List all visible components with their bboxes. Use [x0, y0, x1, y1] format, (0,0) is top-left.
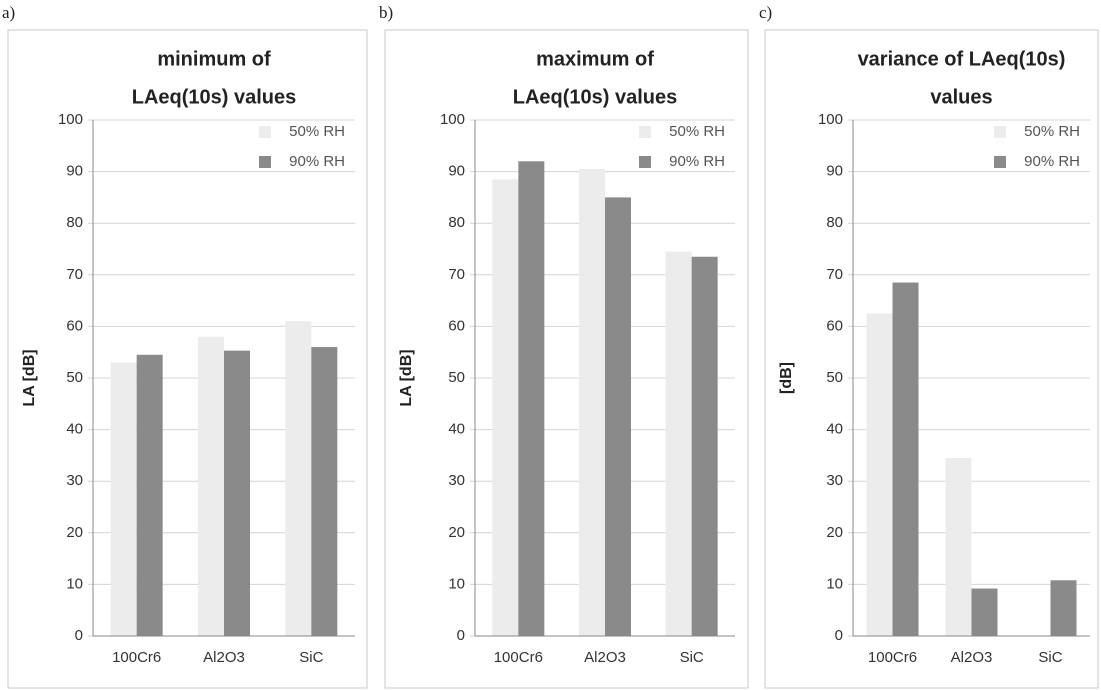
y-tick-label: 10	[448, 575, 465, 592]
legend-label: 90% RH	[289, 153, 345, 170]
y-tick-label: 0	[75, 627, 83, 644]
y-tick-label: 80	[66, 214, 83, 231]
chart-title: values	[930, 86, 992, 108]
bar	[198, 336, 224, 636]
bar	[892, 282, 919, 636]
y-tick-label: 80	[826, 214, 843, 231]
y-tick-label: 100	[58, 111, 83, 128]
y-tick-label: 40	[66, 421, 83, 438]
y-tick-label: 70	[66, 266, 83, 283]
chart-title: LAeq(10s) values	[513, 86, 678, 108]
panel-frame	[764, 29, 1099, 689]
y-axis-label: LA [dB]	[21, 349, 38, 406]
legend-swatch	[639, 156, 651, 168]
panel-frame	[7, 29, 368, 689]
bar	[579, 169, 605, 636]
y-tick-label: 100	[440, 111, 465, 128]
y-tick-label: 10	[66, 575, 83, 592]
y-tick-label: 40	[448, 421, 465, 438]
panel-label: a)	[2, 3, 15, 22]
x-tick-label: Al2O3	[203, 649, 245, 666]
y-tick-label: 20	[826, 524, 843, 541]
bar	[285, 321, 312, 636]
legend-swatch	[259, 156, 271, 168]
legend-label: 50% RH	[289, 123, 345, 140]
y-tick-label: 40	[826, 421, 843, 438]
y-tick-label: 70	[448, 266, 465, 283]
bar	[665, 251, 692, 636]
y-tick-label: 90	[66, 163, 83, 180]
y-tick-label: 60	[448, 317, 465, 334]
bar	[691, 256, 718, 636]
y-tick-label: 20	[448, 524, 465, 541]
panel-frame	[384, 29, 749, 689]
y-tick-label: 50	[448, 369, 465, 386]
bar	[971, 588, 998, 636]
chart-title: minimum of	[157, 48, 271, 70]
x-tick-label: 100Cr6	[112, 649, 161, 666]
chart-title: variance of LAeq(10s)	[858, 48, 1066, 70]
bar	[1050, 580, 1077, 636]
bar	[110, 362, 137, 636]
y-tick-label: 30	[448, 472, 465, 489]
bar	[945, 457, 972, 636]
y-tick-label: 30	[66, 472, 83, 489]
x-tick-label: 100Cr6	[494, 649, 543, 666]
y-axis-label: [dB]	[778, 362, 795, 394]
legend-swatch	[259, 126, 271, 138]
y-tick-label: 60	[66, 317, 83, 334]
x-tick-label: Al2O3	[951, 649, 993, 666]
y-tick-label: 80	[448, 214, 465, 231]
bar	[224, 350, 250, 636]
bar	[866, 313, 893, 636]
bar	[136, 354, 163, 636]
y-tick-label: 90	[826, 163, 843, 180]
y-tick-label: 100	[818, 111, 843, 128]
chart-title: maximum of	[536, 48, 654, 70]
legend-swatch	[639, 126, 651, 138]
x-tick-label: SiC	[299, 649, 323, 666]
bar	[311, 347, 338, 636]
x-tick-label: Al2O3	[584, 649, 626, 666]
panel-label: b)	[379, 3, 393, 22]
bar	[605, 197, 631, 636]
panel-label: c)	[759, 3, 772, 22]
chart-title: LAeq(10s) values	[132, 86, 297, 108]
y-tick-label: 10	[826, 575, 843, 592]
y-tick-label: 90	[448, 163, 465, 180]
legend-label: 90% RH	[1024, 153, 1080, 170]
bar	[492, 179, 519, 636]
y-tick-label: 50	[826, 369, 843, 386]
x-tick-label: 100Cr6	[868, 649, 917, 666]
bar	[518, 161, 545, 636]
y-tick-label: 20	[66, 524, 83, 541]
legend-label: 50% RH	[1024, 123, 1080, 140]
y-axis-label: LA [dB]	[398, 349, 415, 406]
legend-swatch	[994, 156, 1006, 168]
x-tick-label: SiC	[1038, 649, 1062, 666]
legend-swatch	[994, 126, 1006, 138]
y-tick-label: 0	[835, 627, 843, 644]
y-tick-label: 50	[66, 369, 83, 386]
x-tick-label: SiC	[680, 649, 704, 666]
y-tick-label: 30	[826, 472, 843, 489]
y-tick-label: 70	[826, 266, 843, 283]
y-tick-label: 0	[457, 627, 465, 644]
y-tick-label: 60	[826, 317, 843, 334]
legend-label: 50% RH	[669, 123, 725, 140]
legend-label: 90% RH	[669, 153, 725, 170]
